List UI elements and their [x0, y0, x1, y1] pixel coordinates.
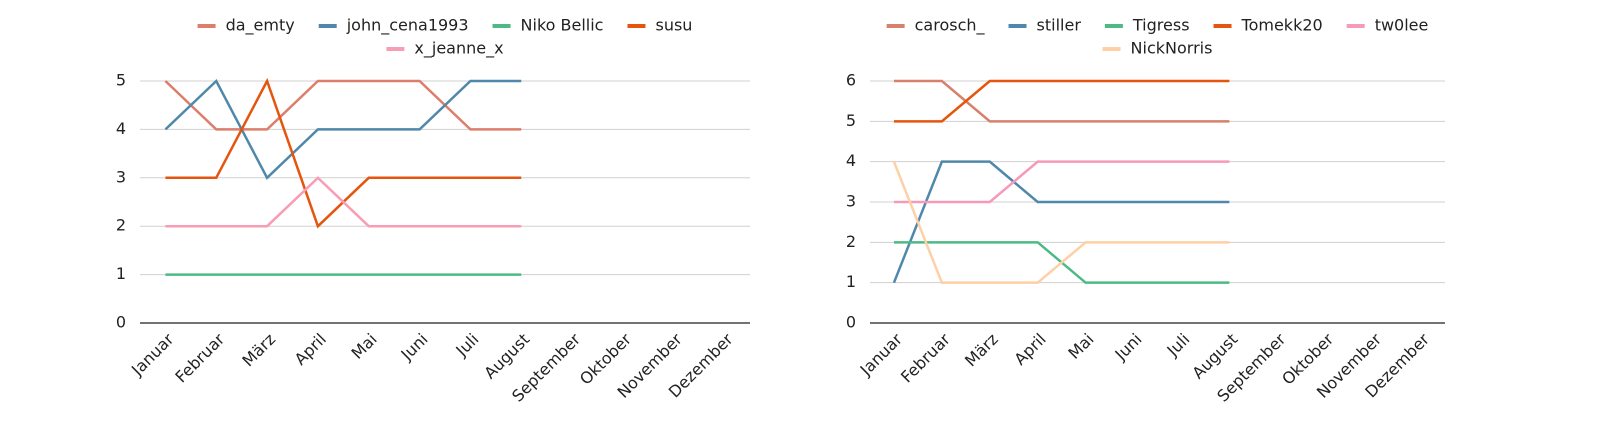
x-tick-label: Juni — [1111, 330, 1146, 365]
legend-item: da_emty — [197, 16, 295, 36]
x-tick-label: Mai — [347, 330, 380, 363]
legend-item: tw0lee — [1346, 16, 1429, 35]
legend-item: Tigress — [1104, 16, 1190, 35]
x-tick-label: Februar — [897, 329, 954, 386]
legend-item: NickNorris — [1102, 39, 1213, 58]
series-line — [893, 79, 1230, 123]
series-line — [165, 77, 522, 229]
x-tick-label: Juni — [397, 330, 432, 365]
legend-item: Tomekk20 — [1213, 16, 1323, 35]
legend-item: carosch_ — [886, 16, 986, 36]
legend-label: stiller — [1037, 16, 1082, 35]
y-tick-label: 6 — [846, 71, 856, 90]
legend-item: susu — [627, 16, 692, 35]
y-tick-label: 0 — [116, 313, 126, 332]
y-tick-label: 2 — [846, 232, 856, 251]
legend-label: john_cena1993 — [346, 16, 469, 36]
y-tick-label: 0 — [846, 313, 856, 332]
legend-label: NickNorris — [1131, 39, 1213, 58]
legend-item: john_cena1993 — [318, 16, 469, 36]
legend-item: x_jeanne_x — [386, 39, 504, 59]
legend-label: Niko Bellic — [521, 16, 604, 35]
x-tick-label: April — [291, 330, 330, 369]
series-line — [164, 79, 522, 131]
legend-label: x_jeanne_x — [414, 39, 503, 59]
x-tick-label: Januar — [127, 329, 178, 380]
series-line — [893, 79, 1230, 123]
x-tick-label: März — [238, 330, 279, 371]
x-tick-label: Mai — [1064, 330, 1097, 363]
legend-item: Niko Bellic — [492, 16, 604, 35]
y-tick-label: 1 — [846, 272, 856, 291]
legend-label: susu — [655, 16, 692, 35]
legend-label: tw0lee — [1375, 16, 1429, 35]
legend-item: stiller — [1008, 16, 1082, 35]
x-tick-label: Juli — [451, 330, 482, 361]
y-tick-label: 2 — [116, 216, 126, 235]
y-tick-label: 5 — [116, 71, 126, 90]
series-line — [892, 161, 1230, 284]
series-line — [164, 78, 522, 180]
legend-label: carosch_ — [915, 16, 986, 36]
series-line — [893, 160, 1230, 204]
legend-label: Tigress — [1132, 16, 1190, 35]
y-tick-label: 3 — [116, 167, 126, 186]
legend-label: da_emty — [226, 16, 295, 36]
x-tick-label: Juli — [1163, 330, 1194, 361]
y-tick-label: 3 — [846, 192, 856, 211]
x-tick-label: April — [1010, 330, 1049, 369]
legend-label: Tomekk20 — [1241, 16, 1323, 35]
x-tick-label: März — [961, 330, 1002, 371]
y-tick-label: 1 — [116, 264, 126, 283]
y-tick-label: 4 — [116, 119, 126, 138]
y-tick-label: 4 — [846, 151, 856, 170]
y-tick-label: 5 — [846, 111, 856, 130]
series-line — [165, 176, 522, 228]
series-line — [892, 160, 1230, 284]
x-tick-label: Februar — [171, 329, 228, 386]
